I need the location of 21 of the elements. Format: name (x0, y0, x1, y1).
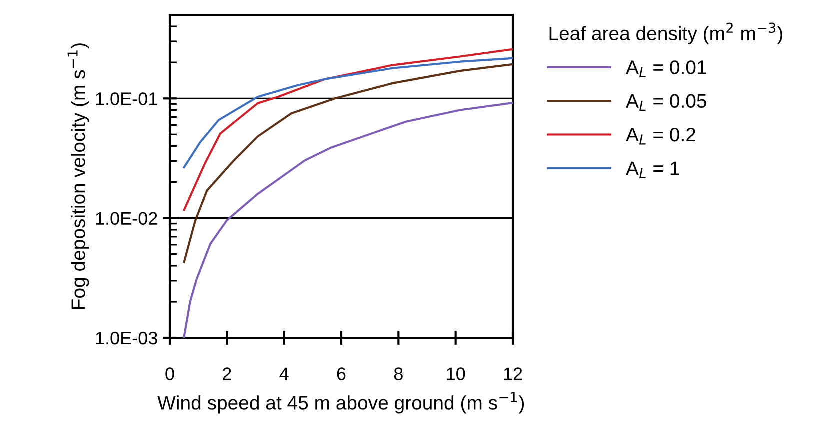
x-tick-label: 4 (280, 368, 289, 380)
line-series (183, 102, 513, 338)
legend-label: A$_{L}$ = 0.05 (626, 94, 706, 112)
x-axis-title: Wind speed at 45 m above ground (m s$^{−1}$) (158, 392, 524, 414)
x-tick-label: 0 (166, 368, 174, 380)
x-tick-label: 10 (447, 368, 466, 380)
legend-label: A$_{L}$ = 1 (626, 162, 680, 178)
line-series (183, 48, 513, 212)
x-tick-label: 2 (223, 368, 232, 380)
line-series (183, 57, 513, 169)
x-tick-label: 12 (504, 368, 522, 380)
y-tick-label: 1.0E-02 (96, 212, 158, 226)
x-tick-label: 8 (394, 368, 403, 380)
y-axis-title: Fog deposition velocity (m s$^{−1}$) (68, 44, 90, 310)
y-tick-label: 1.0E-03 (96, 332, 158, 345)
line-series (183, 63, 513, 264)
legend-label: A$_{L}$ = 0.01 (626, 60, 706, 78)
x-tick-label: 6 (337, 368, 346, 380)
legend-title: Leaf area density (m$^{2}$ m$^{−3}$) (550, 22, 782, 44)
legend-label: A$_{L}$ = 0.2 (626, 128, 696, 145)
y-tick-label: 1.0E-01 (96, 92, 158, 106)
